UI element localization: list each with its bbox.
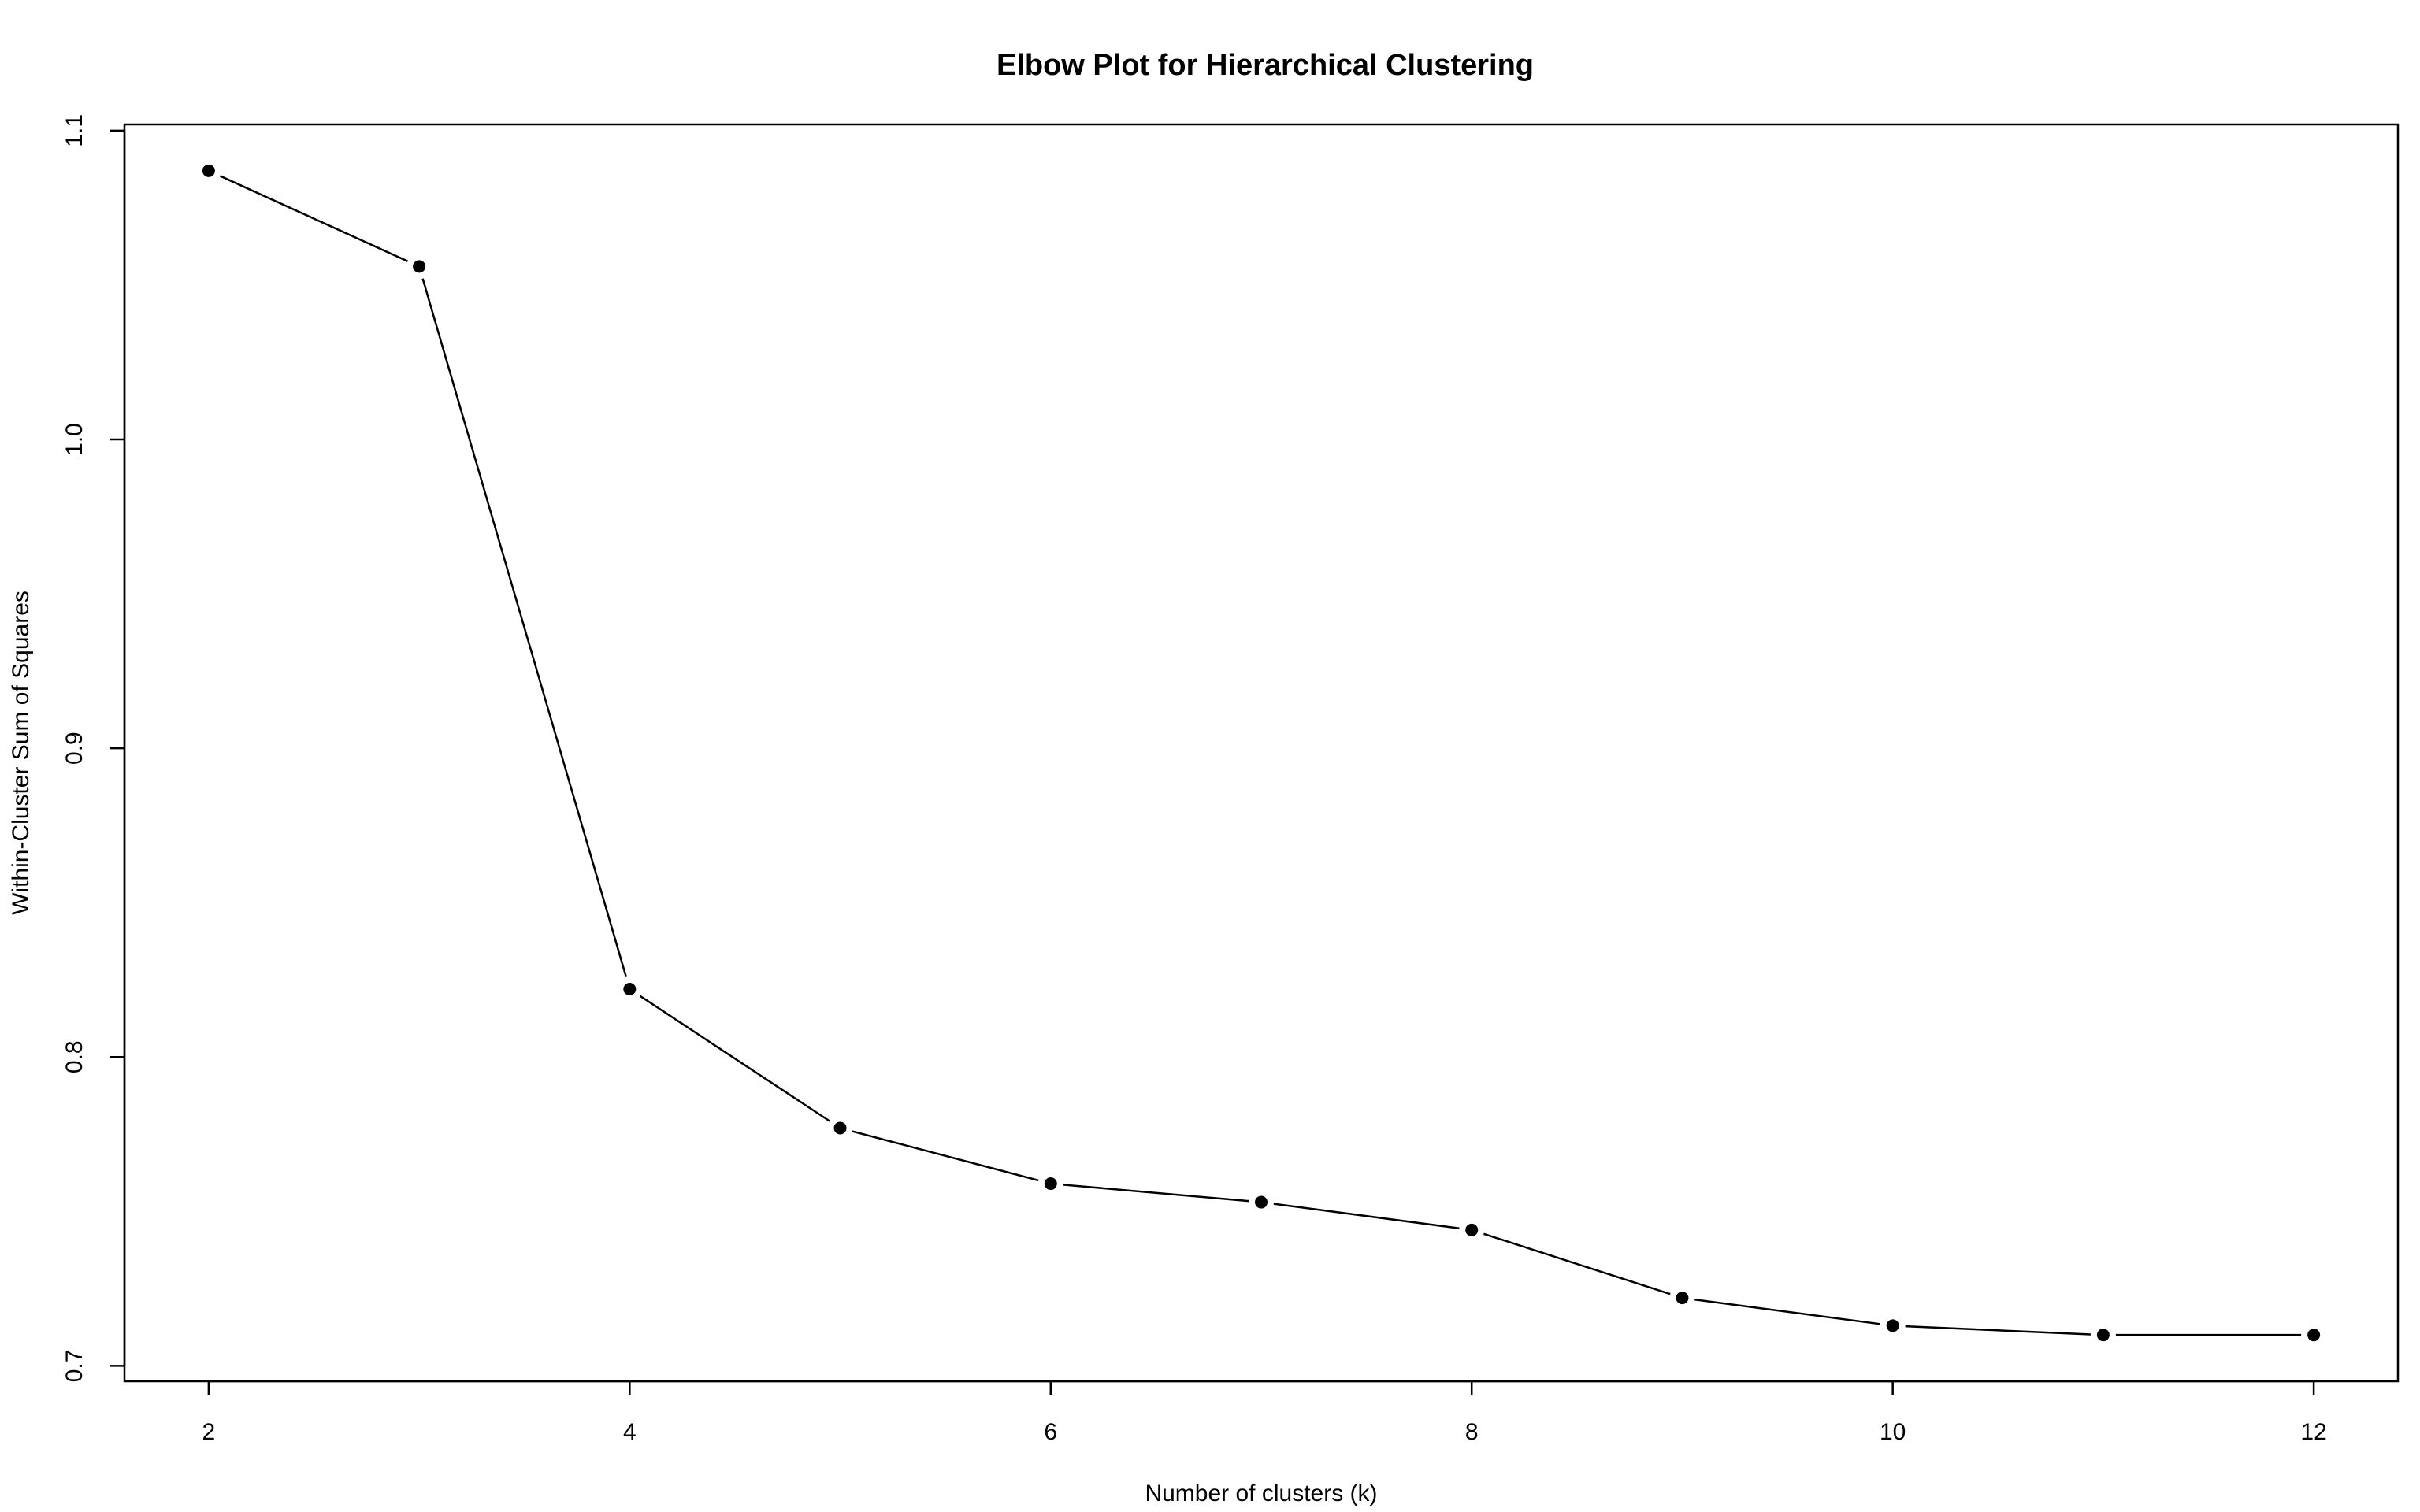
y-axis-label: Within-Cluster Sum of Squares — [8, 591, 34, 915]
points-layer — [202, 164, 2321, 1342]
data-point — [1886, 1319, 1899, 1332]
series-line-segment — [421, 278, 628, 977]
series-line-segment — [1273, 1203, 1460, 1229]
series-line-segment — [1063, 1184, 1249, 1203]
series-line-segment — [219, 175, 409, 262]
data-point — [623, 982, 637, 995]
series-line-segment — [1483, 1232, 1671, 1295]
data-point — [1255, 1195, 1268, 1209]
y-tick-label: 1.0 — [61, 423, 87, 456]
data-point — [2307, 1329, 2321, 1342]
x-tick-label: 8 — [1465, 1419, 1479, 1445]
data-point — [2096, 1329, 2110, 1342]
x-tick-label: 12 — [2300, 1419, 2326, 1445]
chart-title: Elbow Plot for Hierarchical Clustering — [997, 49, 1534, 82]
y-axis: 0.7 0.8 0.9 1.0 1.1 — [61, 114, 126, 1383]
y-tick-label: 0.9 — [61, 732, 87, 765]
data-point — [202, 164, 215, 177]
x-axis: 2 4 6 8 10 12 — [202, 1380, 2327, 1445]
data-point — [1044, 1177, 1057, 1191]
y-tick-label: 1.1 — [61, 114, 87, 147]
series-layer — [219, 175, 2302, 1336]
series-line-segment — [1694, 1298, 1880, 1325]
x-tick-label: 10 — [1880, 1419, 1906, 1445]
data-point — [833, 1121, 847, 1135]
x-axis-label: Number of clusters (k) — [1145, 1480, 1377, 1506]
data-point — [413, 260, 426, 273]
series-line-segment — [639, 995, 830, 1122]
x-tick-label: 6 — [1044, 1419, 1057, 1445]
x-tick-label: 4 — [623, 1419, 637, 1445]
y-tick-label: 0.7 — [61, 1350, 87, 1383]
data-point — [1676, 1292, 1689, 1305]
series-line-segment — [852, 1130, 1039, 1182]
data-point — [1465, 1223, 1479, 1236]
y-tick-label: 0.8 — [61, 1040, 87, 1073]
x-tick-label: 2 — [202, 1419, 216, 1445]
series-line-segment — [1905, 1325, 2091, 1336]
